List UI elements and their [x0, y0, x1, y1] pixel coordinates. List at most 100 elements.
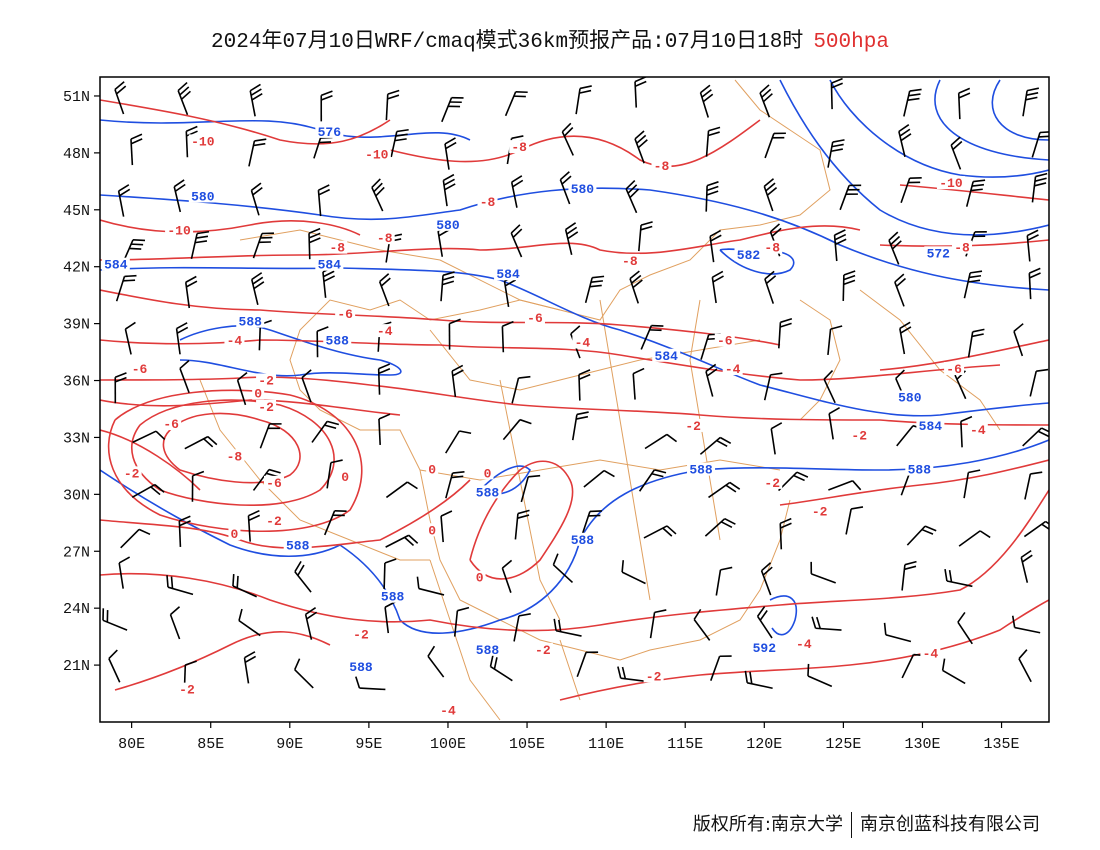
- wind-barb: [1023, 520, 1049, 538]
- temperature-label-bg: [374, 231, 395, 245]
- height-contour-576: [100, 119, 471, 141]
- y-tick-label: 36N: [63, 374, 90, 391]
- wind-barb: [903, 88, 922, 117]
- wind-barb: [901, 560, 917, 591]
- y-tick-label: 42N: [63, 260, 90, 277]
- height-label: 572: [927, 246, 951, 261]
- x-tick-label: 120E: [746, 736, 782, 753]
- wind-barb: [967, 328, 985, 358]
- wind-barb: [644, 433, 678, 450]
- temperature-label: -8: [227, 449, 243, 464]
- height-label-bg: [905, 462, 934, 476]
- wind-barb: [445, 430, 472, 454]
- temperature-label: -10: [365, 148, 389, 163]
- wind-barb: [561, 122, 574, 156]
- wind-barb: [250, 182, 263, 216]
- wind-barb: [115, 274, 137, 302]
- temperature-label-bg: [952, 240, 973, 254]
- wind-barb: [759, 84, 773, 118]
- height-contour-584: [100, 266, 1049, 417]
- temperature-label: -4: [440, 704, 456, 719]
- height-label-bg: [494, 267, 523, 281]
- wind-barb: [120, 528, 151, 549]
- korea-border: [799, 299, 841, 421]
- wind-barb: [708, 481, 741, 499]
- wind-barb: [576, 651, 599, 678]
- height-label: 580: [898, 391, 922, 406]
- temperature-label-bg: [339, 470, 352, 484]
- temperature-label-bg: [524, 310, 545, 324]
- temp-contour-minus10-north: [100, 99, 391, 145]
- temperature-label-bg: [129, 362, 150, 376]
- height-contour-588: [179, 325, 402, 377]
- x-tick-label: 95E: [355, 736, 382, 753]
- x-tick-label: 105E: [509, 736, 545, 753]
- wind-barb: [190, 230, 210, 260]
- wind-barb: [1024, 471, 1043, 500]
- height-label: 588: [349, 660, 373, 675]
- height-label: 588: [286, 538, 310, 553]
- x-tick-label: 110E: [588, 736, 624, 753]
- temperature-label: -10: [939, 176, 963, 191]
- wind-barb: [900, 177, 922, 203]
- temperature-label: -2: [685, 419, 701, 434]
- temperature-label-bg: [920, 646, 941, 660]
- wind-barb: [304, 607, 318, 640]
- y-tick-label: 24N: [63, 601, 90, 618]
- province-line-2: [419, 459, 781, 481]
- temperature-label: -4: [923, 647, 939, 662]
- wind-barb: [378, 413, 391, 445]
- wind-barb: [552, 553, 574, 584]
- wind-barb: [827, 139, 845, 168]
- wind-barb: [711, 270, 724, 304]
- temperature-label-bg: [473, 570, 486, 584]
- height-label-bg: [924, 246, 953, 260]
- wind-barb: [416, 576, 445, 596]
- wind-barb: [377, 363, 391, 395]
- wind-barb: [513, 613, 531, 642]
- wind-barb: [178, 515, 191, 547]
- temp-contour-minus8-north: [389, 119, 761, 168]
- temperature-label: -8: [954, 241, 970, 256]
- wind-barb: [184, 435, 218, 450]
- height-contour-564: [991, 79, 1049, 141]
- wind-barb: [132, 430, 166, 444]
- wind-barb: [807, 663, 833, 688]
- wind-barb: [259, 423, 282, 449]
- temperature-label: -8: [480, 195, 496, 210]
- y-axis: 51N 48N 45N 42N 39N 36N 33N 30N 27N 24N 21N: [63, 89, 100, 675]
- temp-contour-minus2-lower: [100, 429, 201, 491]
- height-label: 588: [689, 463, 713, 478]
- wind-barb: [950, 136, 963, 170]
- temperature-label: -8: [329, 241, 345, 256]
- wind-barb: [894, 273, 907, 307]
- wind-barb: [317, 184, 330, 217]
- temperature-label: 0: [428, 523, 436, 538]
- temperature-label: 0: [484, 466, 492, 481]
- height-contours: [100, 79, 1049, 636]
- temperature-label-bg: [762, 240, 783, 254]
- x-tick-label: 130E: [904, 736, 940, 753]
- wind-barb: [828, 480, 862, 491]
- height-label-bg: [473, 642, 502, 656]
- temperature-label: -4: [227, 334, 243, 349]
- temperature-label-bg: [263, 513, 284, 527]
- temperature-label-bg: [437, 703, 458, 717]
- temp-contour-minus2-bottom: [114, 631, 331, 691]
- temperature-label-bg: [944, 362, 965, 376]
- x-tick-label: 135E: [984, 736, 1020, 753]
- temperature-label-bg: [263, 475, 284, 489]
- wind-barb: [764, 132, 786, 159]
- wind-barb: [965, 179, 986, 207]
- wind-barb: [957, 611, 973, 645]
- temperature-label: -4: [725, 362, 741, 377]
- wind-barb: [124, 321, 136, 355]
- wind-barb: [445, 471, 465, 499]
- temperature-label-bg: [188, 134, 217, 148]
- height-label-bg: [568, 181, 597, 195]
- wind-barb: [378, 273, 391, 307]
- wind-barb: [114, 81, 127, 115]
- temperature-label-bg: [477, 195, 498, 209]
- temperature-contours: [100, 99, 1049, 701]
- wind-barb: [634, 77, 647, 108]
